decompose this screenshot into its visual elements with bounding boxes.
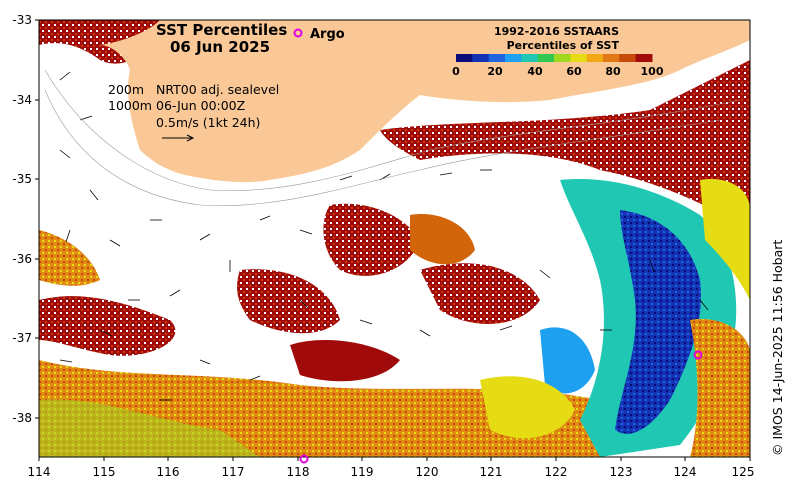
colorbar-swatch <box>488 54 506 62</box>
x-tick-label: 120 <box>416 465 439 479</box>
colorbar-swatch <box>586 54 604 62</box>
sst-green-patch <box>39 399 260 457</box>
source-label: NRT00 adj. sealevel <box>156 82 279 97</box>
map-title: SST Percentiles <box>156 21 287 39</box>
x-tick-label: 125 <box>732 465 755 479</box>
x-tick-label: 116 <box>157 465 180 479</box>
datetime-label: 06-Jun 00:00Z <box>156 98 245 113</box>
map-date: 06 Jun 2025 <box>170 38 270 56</box>
x-tick-label: 124 <box>674 465 697 479</box>
sst-hot-mid <box>237 269 340 334</box>
sst-warm-se <box>690 319 750 457</box>
colorbar-swatch <box>456 54 473 62</box>
x-tick-label: 115 <box>93 465 116 479</box>
sst-warm-center <box>410 214 475 265</box>
sst-hot-ne <box>380 60 750 230</box>
colorbar-swatch <box>505 54 522 62</box>
x-tick-label: 117 <box>222 465 245 479</box>
y-tick-label: -34 <box>12 93 32 107</box>
colorbar-tick: 80 <box>605 65 621 78</box>
x-tick-label: 121 <box>480 465 503 479</box>
x-tick-label: 114 <box>28 465 51 479</box>
sst-field <box>39 20 750 457</box>
colorbar-swatch <box>635 54 653 62</box>
colorbar-swatch <box>619 54 637 62</box>
colorbar-swatch <box>472 54 490 62</box>
credit-label: © IMOS 14-Jun-2025 11:56 Hobart <box>770 240 785 456</box>
sst-warm-west <box>39 230 100 286</box>
sst-hot-center <box>323 203 420 276</box>
plot-frame <box>38 19 751 458</box>
y-axis <box>35 19 39 419</box>
colorbar <box>456 54 653 62</box>
colorbar-title: 1992-2016 SSTAARS <box>494 25 619 38</box>
colorbar-tick: 20 <box>487 65 503 78</box>
sst-yellow-east <box>700 179 750 300</box>
contour-1000-label: 1000m <box>108 98 152 113</box>
x-tick-label: 119 <box>351 465 374 479</box>
argo-float-marker <box>693 350 703 360</box>
sst-yellow-south <box>480 376 575 439</box>
y-tick-label: -33 <box>12 13 32 27</box>
sst-hot-west <box>39 296 176 356</box>
colorbar-swatch <box>570 54 588 62</box>
x-tick-label: 123 <box>610 465 633 479</box>
argo-legend-label: Argo <box>310 27 345 42</box>
colorbar-swatch <box>603 54 620 62</box>
y-tick-label: -38 <box>12 411 32 425</box>
scale-label: 0.5m/s (1kt 24h) <box>156 115 260 130</box>
y-tick-label: -37 <box>12 331 32 345</box>
bathymetry-contours <box>44 69 741 206</box>
y-tick-label: -35 <box>12 172 32 186</box>
y-tick-label: -36 <box>12 252 32 266</box>
sst-hot-mid3 <box>420 263 540 324</box>
x-tick-label: 122 <box>545 465 568 479</box>
colorbar-swatch <box>521 54 539 62</box>
sst-cold-core <box>615 210 701 434</box>
x-axis <box>38 457 751 461</box>
colorbar-tick: 40 <box>527 65 543 78</box>
contour-200-label: 200m <box>108 82 144 97</box>
colorbar-tick: 60 <box>566 65 582 78</box>
colorbar-swatch <box>537 54 555 62</box>
sst-blue-patch <box>540 327 595 394</box>
colorbar-swatch <box>554 54 571 62</box>
colorbar-subtitle: Percentiles of SST <box>507 39 620 52</box>
sst-hot-mid2 <box>290 340 400 382</box>
argo-float-marker <box>299 454 309 464</box>
colorbar-tick: 100 <box>641 65 664 78</box>
colorbar-tick: 0 <box>452 65 460 78</box>
argo-legend-icon <box>293 28 303 38</box>
scale-arrow <box>162 134 195 142</box>
x-tick-label: 118 <box>287 465 310 479</box>
